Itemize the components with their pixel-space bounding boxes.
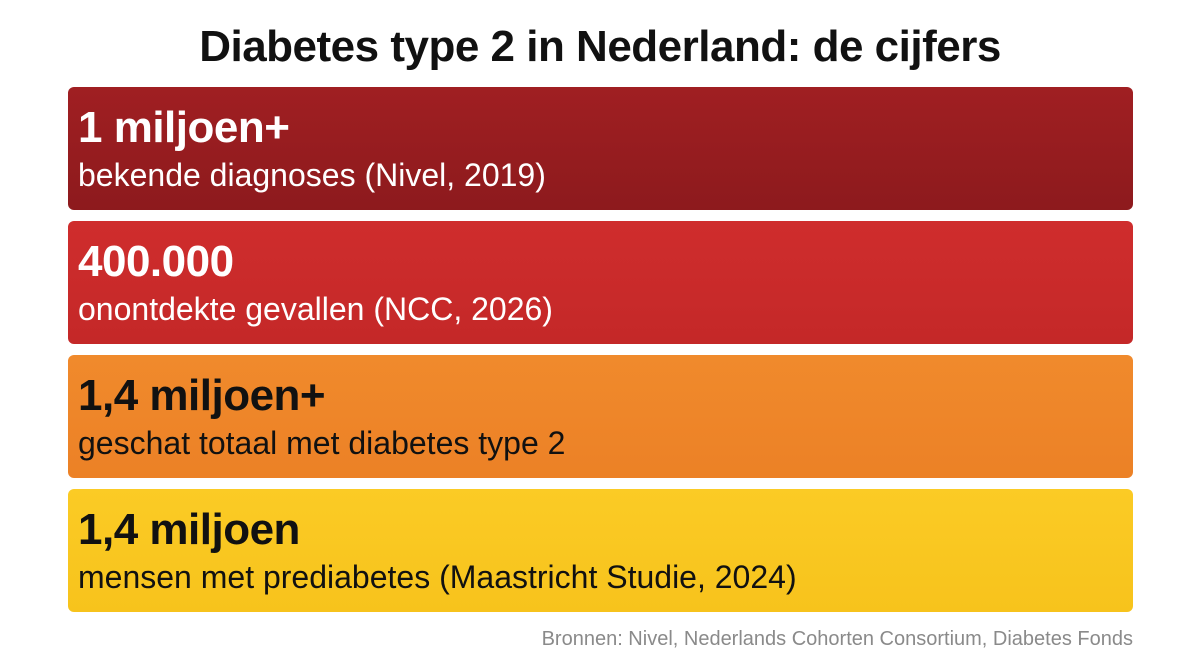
stat-label: mensen met prediabetes (Maastricht Studi… [78,559,797,595]
stat-card-estimated-total: 1,4 miljoen+ geschat totaal met diabetes… [68,355,1133,478]
stat-value: 1 miljoen+ [78,103,290,152]
stat-label: geschat totaal met diabetes type 2 [78,425,566,461]
sources-note: Bronnen: Nivel, Nederlands Cohorten Cons… [541,628,1133,650]
stat-card-prediabetes: 1,4 miljoen mensen met prediabetes (Maas… [68,489,1133,612]
stat-card-undetected-cases: 400.000 onontdekte gevallen (NCC, 2026) [68,221,1133,344]
stat-value: 400.000 [78,237,234,286]
stat-list: 1 miljoen+ bekende diagnoses (Nivel, 201… [68,87,1133,623]
page-title: Diabetes type 2 in Nederland: de cijfers [199,22,1001,71]
stat-value: 1,4 miljoen+ [78,371,326,420]
stat-label: bekende diagnoses (Nivel, 2019) [78,157,546,193]
stat-label: onontdekte gevallen (NCC, 2026) [78,291,553,327]
stat-value: 1,4 miljoen [78,505,300,554]
stat-card-known-diagnoses: 1 miljoen+ bekende diagnoses (Nivel, 201… [68,87,1133,210]
